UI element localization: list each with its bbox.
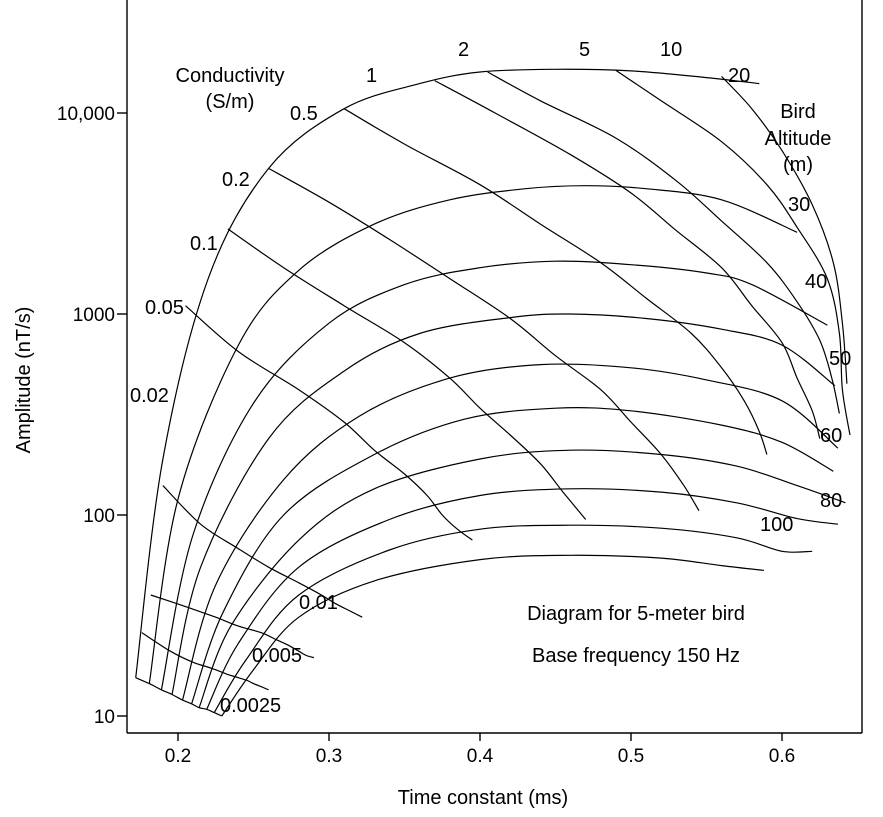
conductivity-label-10: 10: [660, 39, 682, 61]
conductivity-label-2: 2: [458, 39, 469, 61]
conductivity-label-0.2: 0.2: [222, 169, 250, 191]
y-axis-ticks: 10 100 1000 10,000: [57, 104, 127, 728]
altitude-curves: [135, 68, 846, 717]
y-tick-label-10,000: 10,000: [57, 104, 115, 125]
altitude-title-line2: Altitude: [765, 128, 832, 150]
altitude-label-80: 80: [820, 490, 842, 512]
altitude-title-line1: Bird: [780, 101, 816, 123]
altitude-curve-30: [148, 185, 798, 684]
conductivity-title-line1: Conductivity: [176, 65, 285, 87]
conductivity-label-0.5: 0.5: [290, 103, 318, 125]
conductivity-curve-0.1: [227, 228, 587, 520]
y-tick-label-10: 10: [94, 707, 115, 728]
conductivity-curve-0.005: [141, 632, 269, 691]
altitude-curve-unlabeled-6: [198, 449, 846, 708]
x-axis-ticks: 0.2 0.3 0.4 0.5 0.6: [165, 733, 795, 767]
altitude-curve-unlabeled-4: [181, 363, 839, 701]
conductivity-label-0.01: 0.01: [299, 592, 338, 614]
conductivity-curve-0.5: [343, 108, 768, 455]
conductivity-label-0.0025: 0.0025: [220, 695, 281, 717]
conductivity-curve-2: [487, 71, 840, 414]
x-tick-label-0.4: 0.4: [467, 746, 494, 767]
conductivity-curve-0.0025: [135, 677, 223, 717]
conductivity-curve-0.05: [185, 305, 473, 541]
conductivity-curves: [135, 69, 851, 717]
conductivity-curve-5: [615, 69, 851, 436]
altitude-label-60: 60: [820, 425, 842, 447]
altitude-title-line3: (m): [783, 154, 813, 176]
altitude-curve-100: [221, 554, 764, 717]
conductivity-curve-0.01: [150, 594, 315, 659]
altitude-label-30: 30: [788, 194, 810, 216]
x-tick-label-0.6: 0.6: [769, 746, 795, 767]
x-tick-label-0.5: 0.5: [618, 746, 644, 767]
conductivity-label-0.1: 0.1: [190, 233, 218, 255]
altitude-label-50: 50: [829, 348, 851, 370]
altitude-curve-80: [206, 488, 838, 710]
conductivity-curve-1: [434, 80, 821, 439]
y-tick-label-1000: 1000: [73, 305, 115, 326]
note-line-1: Diagram for 5-meter bird: [527, 603, 745, 625]
altitude-curve-50: [171, 313, 836, 695]
conductivity-label-5: 5: [579, 39, 590, 61]
y-axis-title: Amplitude (nT/s): [13, 307, 35, 454]
x-tick-label-0.3: 0.3: [316, 746, 342, 767]
conductivity-label-0.02: 0.02: [130, 385, 169, 407]
altitude-curve-20: [135, 68, 760, 678]
conductivity-curve-0.2: [268, 167, 700, 512]
conductivity-title-line2: (S/m): [206, 91, 255, 113]
conductivity-label-0.05: 0.05: [145, 297, 184, 319]
note-line-2: Base frequency 150 Hz: [532, 645, 740, 667]
conductivity-label-20: 20: [728, 65, 750, 87]
altitude-curve-40: [160, 260, 828, 690]
altitude-curve-60: [191, 407, 834, 704]
altitude-curve-unlabeled-8: [213, 524, 813, 713]
y-tick-label-100: 100: [83, 506, 115, 527]
conductivity-curve-0.02: [162, 485, 363, 618]
conductivity-curve-10: [721, 75, 848, 384]
conductivity-label-1: 1: [366, 65, 377, 87]
altitude-label-40: 40: [805, 271, 827, 293]
altitude-label-100: 100: [760, 514, 793, 536]
conductivity-label-0.005: 0.005: [252, 645, 302, 667]
x-axis-title: Time constant (ms): [398, 787, 568, 809]
x-tick-label-0.2: 0.2: [165, 746, 191, 767]
